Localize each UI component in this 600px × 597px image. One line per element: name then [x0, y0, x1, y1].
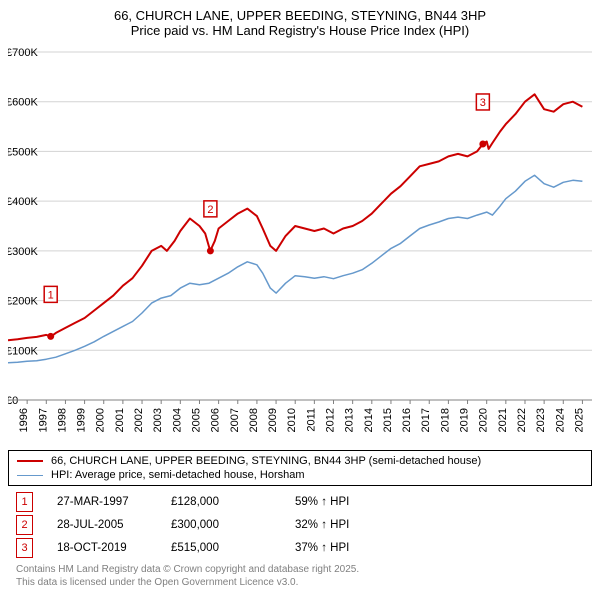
- svg-text:2022: 2022: [516, 408, 528, 432]
- svg-text:2008: 2008: [248, 408, 260, 432]
- transaction-row: 3 18-OCT-2019 £515,000 37% ↑ HPI: [16, 538, 592, 558]
- svg-text:2024: 2024: [554, 408, 566, 432]
- svg-text:£500K: £500K: [8, 146, 38, 158]
- svg-text:1999: 1999: [76, 408, 88, 432]
- transaction-marker: 2: [16, 515, 33, 535]
- svg-text:2009: 2009: [267, 408, 279, 432]
- legend-label: HPI: Average price, semi-detached house,…: [51, 469, 305, 481]
- svg-text:2003: 2003: [152, 408, 164, 432]
- svg-text:2018: 2018: [439, 408, 451, 432]
- svg-text:2016: 2016: [401, 408, 413, 432]
- attribution-line-2: This data is licensed under the Open Gov…: [16, 577, 592, 590]
- chart-title: 66, CHURCH LANE, UPPER BEEDING, STEYNING…: [8, 8, 592, 38]
- svg-text:1: 1: [48, 289, 54, 301]
- svg-text:1998: 1998: [56, 408, 68, 432]
- svg-text:£200K: £200K: [8, 296, 38, 308]
- svg-text:2015: 2015: [382, 408, 394, 432]
- legend-swatch: [17, 460, 43, 462]
- svg-text:2006: 2006: [210, 408, 222, 432]
- svg-text:3: 3: [480, 97, 486, 109]
- transaction-price: £515,000: [171, 542, 271, 554]
- svg-text:2013: 2013: [344, 408, 356, 432]
- legend-label: 66, CHURCH LANE, UPPER BEEDING, STEYNING…: [51, 455, 481, 467]
- transaction-date: 18-OCT-2019: [57, 542, 147, 554]
- price-chart: £0 £100K £200K £300K £400K £500K £600K £700K 199…: [8, 44, 592, 444]
- svg-text:2005: 2005: [190, 408, 202, 432]
- transaction-price: £128,000: [171, 496, 271, 508]
- legend: 66, CHURCH LANE, UPPER BEEDING, STEYNING…: [8, 450, 592, 486]
- legend-item: 66, CHURCH LANE, UPPER BEEDING, STEYNING…: [17, 455, 583, 467]
- transaction-date: 27-MAR-1997: [57, 496, 147, 508]
- legend-item: HPI: Average price, semi-detached house,…: [17, 469, 583, 481]
- svg-text:£100K: £100K: [8, 345, 38, 357]
- svg-text:£700K: £700K: [8, 47, 38, 59]
- svg-text:£600K: £600K: [8, 97, 38, 109]
- svg-text:2012: 2012: [325, 408, 337, 432]
- transaction-pct: 37% ↑ HPI: [295, 542, 395, 554]
- transaction-pct: 59% ↑ HPI: [295, 496, 395, 508]
- svg-text:2011: 2011: [305, 408, 317, 432]
- svg-text:2014: 2014: [363, 408, 375, 432]
- svg-text:2004: 2004: [171, 408, 183, 432]
- svg-text:2007: 2007: [229, 408, 241, 432]
- transaction-row: 1 27-MAR-1997 £128,000 59% ↑ HPI: [16, 492, 592, 512]
- svg-text:2017: 2017: [420, 408, 432, 432]
- svg-text:2023: 2023: [535, 408, 547, 432]
- svg-text:£300K: £300K: [8, 246, 38, 258]
- svg-text:2002: 2002: [133, 408, 145, 432]
- svg-text:2000: 2000: [95, 408, 107, 432]
- attribution-line-1: Contains HM Land Registry data © Crown c…: [16, 564, 592, 577]
- svg-text:1997: 1997: [37, 408, 49, 432]
- svg-text:1996: 1996: [18, 408, 30, 432]
- transaction-row: 2 28-JUL-2005 £300,000 32% ↑ HPI: [16, 515, 592, 535]
- legend-swatch: [17, 475, 43, 476]
- svg-text:2001: 2001: [114, 408, 126, 432]
- svg-text:2021: 2021: [497, 408, 509, 432]
- attribution: Contains HM Land Registry data © Crown c…: [16, 564, 592, 589]
- title-line-2: Price paid vs. HM Land Registry's House …: [8, 23, 592, 38]
- transaction-pct: 32% ↑ HPI: [295, 519, 395, 531]
- svg-text:1995: 1995: [8, 408, 11, 432]
- svg-text:2019: 2019: [459, 408, 471, 432]
- transaction-price: £300,000: [171, 519, 271, 531]
- svg-text:2010: 2010: [286, 408, 298, 432]
- transaction-marker: 1: [16, 492, 33, 512]
- svg-text:£0: £0: [8, 395, 18, 407]
- svg-text:2: 2: [207, 204, 213, 216]
- transaction-marker: 3: [16, 538, 33, 558]
- svg-text:2025: 2025: [573, 408, 585, 432]
- transaction-date: 28-JUL-2005: [57, 519, 147, 531]
- title-line-1: 66, CHURCH LANE, UPPER BEEDING, STEYNING…: [8, 8, 592, 23]
- transactions-table: 1 27-MAR-1997 £128,000 59% ↑ HPI 2 28-JUL-200…: [16, 492, 592, 558]
- svg-text:2020: 2020: [478, 408, 490, 432]
- svg-text:£400K: £400K: [8, 196, 38, 208]
